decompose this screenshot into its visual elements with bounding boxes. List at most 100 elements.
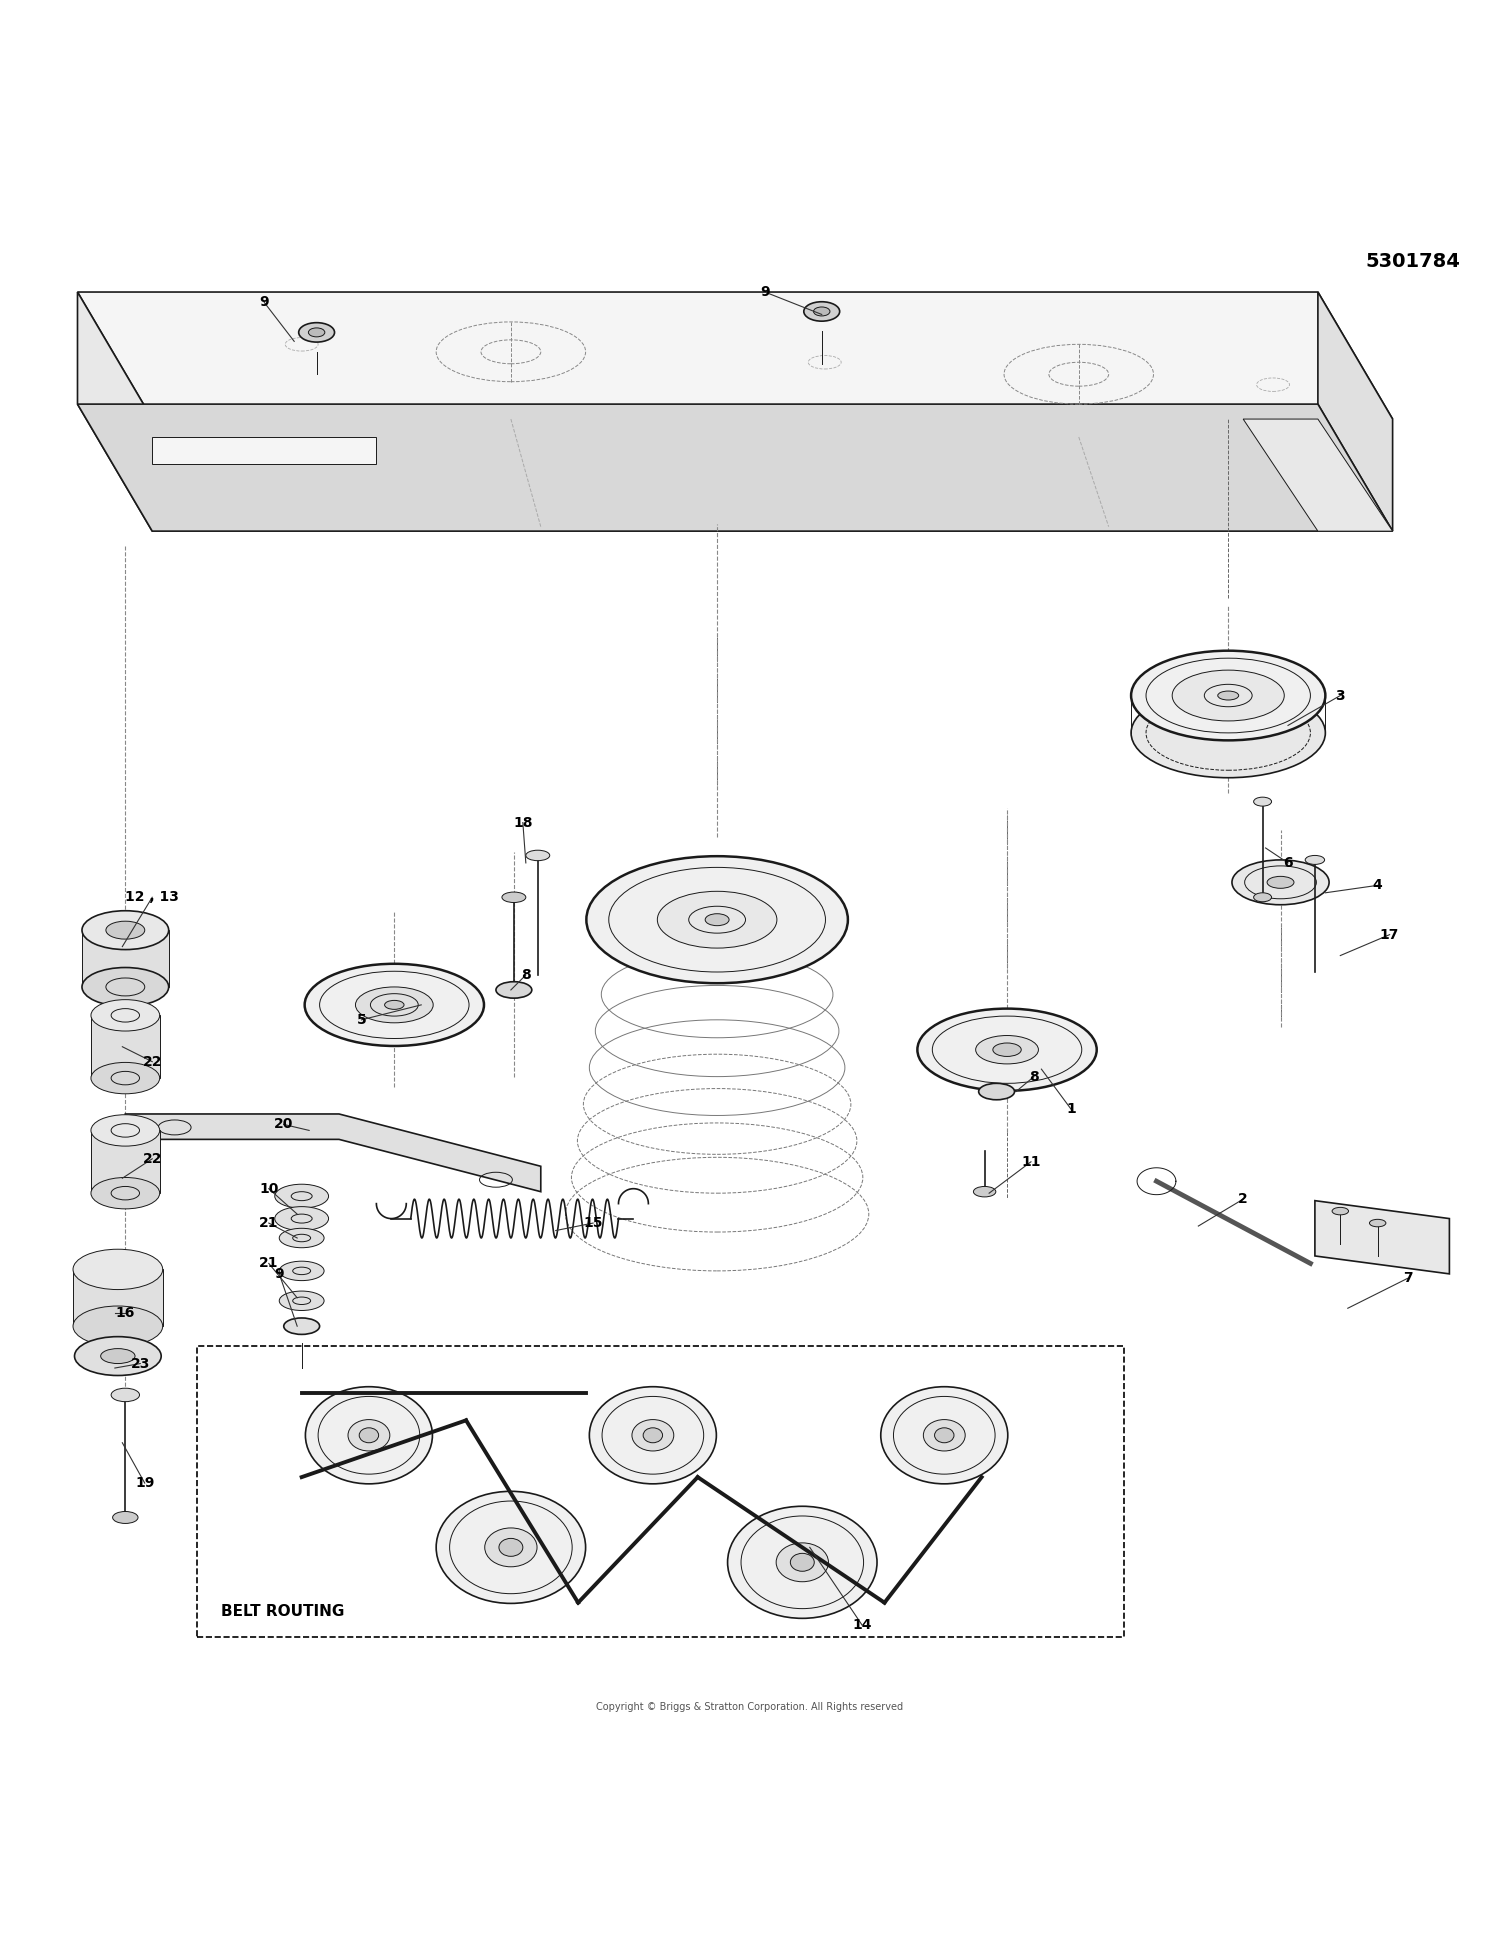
Polygon shape [1244, 420, 1392, 531]
Ellipse shape [503, 892, 526, 902]
Ellipse shape [279, 1291, 324, 1310]
Ellipse shape [993, 1044, 1022, 1056]
Polygon shape [78, 292, 1392, 420]
Ellipse shape [526, 850, 549, 861]
Polygon shape [78, 404, 1392, 531]
Ellipse shape [1131, 651, 1326, 741]
Ellipse shape [924, 1419, 964, 1450]
Text: 5301784: 5301784 [1365, 251, 1460, 270]
Polygon shape [126, 1114, 542, 1192]
Text: 9: 9 [274, 1267, 284, 1281]
Text: 23: 23 [130, 1357, 150, 1371]
Ellipse shape [974, 1186, 996, 1198]
Ellipse shape [75, 1337, 160, 1376]
Text: 2: 2 [1239, 1192, 1248, 1205]
Ellipse shape [804, 301, 840, 321]
Ellipse shape [975, 1036, 1038, 1063]
Text: 9: 9 [760, 286, 770, 299]
Ellipse shape [106, 921, 144, 939]
Text: 19: 19 [135, 1475, 154, 1491]
Ellipse shape [1254, 797, 1272, 807]
Text: 21: 21 [260, 1256, 279, 1271]
Text: Copyright © Briggs & Stratton Corporation. All Rights reserved: Copyright © Briggs & Stratton Corporatio… [597, 1701, 903, 1713]
Ellipse shape [590, 1386, 717, 1483]
Ellipse shape [632, 1419, 674, 1450]
Polygon shape [82, 929, 168, 988]
Ellipse shape [813, 307, 830, 317]
Ellipse shape [1332, 1207, 1348, 1215]
Ellipse shape [790, 1553, 814, 1571]
Ellipse shape [279, 1262, 324, 1281]
Ellipse shape [82, 968, 168, 1007]
Text: 7: 7 [1402, 1271, 1413, 1285]
Text: 16: 16 [116, 1306, 135, 1320]
Text: 6: 6 [1282, 855, 1293, 869]
Text: 22: 22 [142, 1151, 162, 1166]
Ellipse shape [298, 323, 334, 342]
Text: 8: 8 [1029, 1069, 1039, 1083]
Ellipse shape [880, 1386, 1008, 1483]
Ellipse shape [776, 1544, 828, 1582]
Ellipse shape [384, 1001, 404, 1009]
Polygon shape [152, 437, 376, 465]
Ellipse shape [356, 988, 434, 1023]
Text: 12 , 13: 12 , 13 [126, 890, 178, 904]
Text: 1: 1 [1066, 1102, 1076, 1116]
Ellipse shape [1268, 877, 1294, 888]
Ellipse shape [274, 1184, 328, 1207]
Ellipse shape [74, 1250, 162, 1289]
Ellipse shape [1370, 1219, 1386, 1227]
Ellipse shape [1232, 859, 1329, 904]
Ellipse shape [92, 1114, 159, 1147]
Ellipse shape [500, 1538, 523, 1557]
Ellipse shape [496, 982, 532, 997]
Polygon shape [1316, 1201, 1449, 1273]
Ellipse shape [934, 1427, 954, 1442]
Text: 22: 22 [142, 1056, 162, 1069]
Ellipse shape [484, 1528, 537, 1567]
Text: 18: 18 [513, 816, 532, 830]
Text: 17: 17 [1380, 927, 1400, 941]
Text: BELT ROUTING: BELT ROUTING [220, 1604, 345, 1619]
Ellipse shape [92, 999, 159, 1030]
Polygon shape [74, 1269, 162, 1326]
Text: 9: 9 [260, 295, 268, 309]
Text: 5: 5 [357, 1013, 366, 1026]
Ellipse shape [309, 329, 326, 336]
Polygon shape [196, 1345, 1124, 1637]
Ellipse shape [918, 1009, 1096, 1091]
Ellipse shape [436, 1491, 585, 1604]
Polygon shape [78, 292, 152, 531]
Ellipse shape [978, 1083, 1014, 1100]
Ellipse shape [82, 910, 168, 949]
Text: 8: 8 [520, 968, 531, 982]
Text: 21: 21 [260, 1217, 279, 1231]
Ellipse shape [358, 1427, 378, 1442]
Ellipse shape [644, 1427, 663, 1442]
Text: 4: 4 [1372, 879, 1383, 892]
Ellipse shape [100, 1349, 135, 1363]
Ellipse shape [348, 1419, 390, 1450]
Text: 10: 10 [260, 1182, 279, 1196]
Ellipse shape [92, 1178, 159, 1209]
Ellipse shape [74, 1306, 162, 1347]
Ellipse shape [112, 1512, 138, 1524]
Ellipse shape [111, 1388, 140, 1402]
Ellipse shape [728, 1507, 878, 1617]
Ellipse shape [274, 1207, 328, 1231]
Ellipse shape [304, 964, 484, 1046]
Ellipse shape [1254, 892, 1272, 902]
Polygon shape [92, 1015, 159, 1079]
Text: 11: 11 [1022, 1155, 1041, 1168]
Text: 20: 20 [274, 1118, 294, 1131]
Ellipse shape [92, 1063, 159, 1094]
Ellipse shape [657, 890, 777, 949]
Ellipse shape [306, 1386, 432, 1483]
Ellipse shape [705, 914, 729, 925]
Ellipse shape [1131, 688, 1326, 778]
Text: 15: 15 [584, 1217, 603, 1231]
Polygon shape [92, 1129, 159, 1194]
Ellipse shape [284, 1318, 320, 1334]
Ellipse shape [1305, 855, 1324, 865]
Ellipse shape [279, 1229, 324, 1248]
